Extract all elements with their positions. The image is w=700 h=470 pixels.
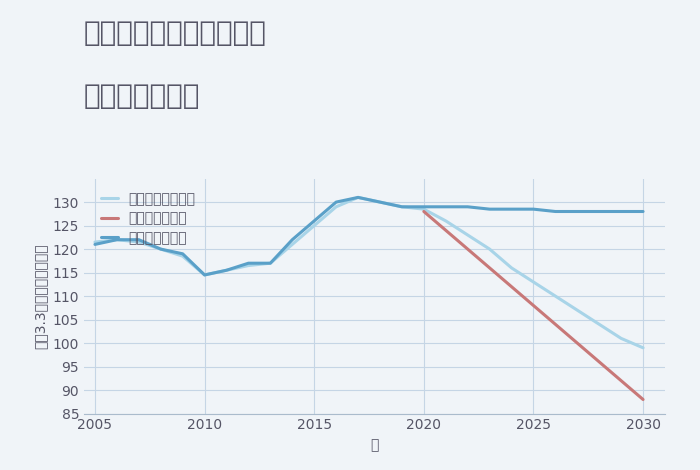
グッドシナリオ xyxy=(266,260,274,266)
バッドシナリオ xyxy=(419,209,428,214)
グッドシナリオ xyxy=(91,242,99,247)
グッドシナリオ xyxy=(595,209,603,214)
グッドシナリオ xyxy=(617,209,625,214)
ノーマルシナリオ xyxy=(91,239,99,245)
ノーマルシナリオ xyxy=(113,237,121,243)
ノーマルシナリオ xyxy=(157,246,165,252)
X-axis label: 年: 年 xyxy=(370,438,379,452)
ノーマルシナリオ xyxy=(332,204,340,210)
グッドシナリオ xyxy=(288,237,297,243)
ノーマルシナリオ xyxy=(398,204,406,210)
ノーマルシナリオ xyxy=(639,345,648,351)
ノーマルシナリオ xyxy=(551,293,559,299)
グッドシナリオ xyxy=(113,237,121,243)
ノーマルシナリオ xyxy=(310,223,319,228)
グッドシナリオ xyxy=(244,260,253,266)
グッドシナリオ xyxy=(310,218,319,224)
ノーマルシナリオ xyxy=(244,263,253,268)
グッドシナリオ xyxy=(223,267,231,273)
ノーマルシナリオ xyxy=(419,206,428,212)
ノーマルシナリオ xyxy=(463,232,472,238)
Line: ノーマルシナリオ: ノーマルシナリオ xyxy=(95,197,643,348)
Line: グッドシナリオ: グッドシナリオ xyxy=(95,197,643,275)
ノーマルシナリオ xyxy=(573,307,582,313)
ノーマルシナリオ xyxy=(485,246,494,252)
ノーマルシナリオ xyxy=(617,336,625,341)
ノーマルシナリオ xyxy=(442,218,450,224)
グッドシナリオ xyxy=(551,209,559,214)
Text: 兵庫県西宮市甲子園町の: 兵庫県西宮市甲子園町の xyxy=(84,19,267,47)
Legend: ノーマルシナリオ, バッドシナリオ, グッドシナリオ: ノーマルシナリオ, バッドシナリオ, グッドシナリオ xyxy=(97,188,200,250)
ノーマルシナリオ xyxy=(354,195,363,200)
グッドシナリオ xyxy=(398,204,406,210)
バッドシナリオ xyxy=(639,397,648,402)
グッドシナリオ xyxy=(442,204,450,210)
グッドシナリオ xyxy=(529,206,538,212)
ノーマルシナリオ xyxy=(200,272,209,278)
ノーマルシナリオ xyxy=(529,279,538,285)
グッドシナリオ xyxy=(376,199,384,205)
グッドシナリオ xyxy=(178,251,187,257)
グッドシナリオ xyxy=(134,237,143,243)
Line: バッドシナリオ: バッドシナリオ xyxy=(424,212,643,400)
ノーマルシナリオ xyxy=(266,260,274,266)
グッドシナリオ xyxy=(419,204,428,210)
グッドシナリオ xyxy=(463,204,472,210)
Text: 土地の価格推移: 土地の価格推移 xyxy=(84,82,200,110)
グッドシナリオ xyxy=(508,206,516,212)
ノーマルシナリオ xyxy=(134,239,143,245)
グッドシナリオ xyxy=(332,199,340,205)
ノーマルシナリオ xyxy=(223,267,231,273)
ノーマルシナリオ xyxy=(178,253,187,259)
Y-axis label: 坪（3.3㎡）単価（万円）: 坪（3.3㎡）単価（万円） xyxy=(33,243,47,349)
ノーマルシナリオ xyxy=(288,242,297,247)
ノーマルシナリオ xyxy=(595,321,603,327)
グッドシナリオ xyxy=(157,246,165,252)
ノーマルシナリオ xyxy=(376,199,384,205)
ノーマルシナリオ xyxy=(508,265,516,271)
グッドシナリオ xyxy=(354,195,363,200)
グッドシナリオ xyxy=(573,209,582,214)
グッドシナリオ xyxy=(485,206,494,212)
グッドシナリオ xyxy=(200,272,209,278)
グッドシナリオ xyxy=(639,209,648,214)
